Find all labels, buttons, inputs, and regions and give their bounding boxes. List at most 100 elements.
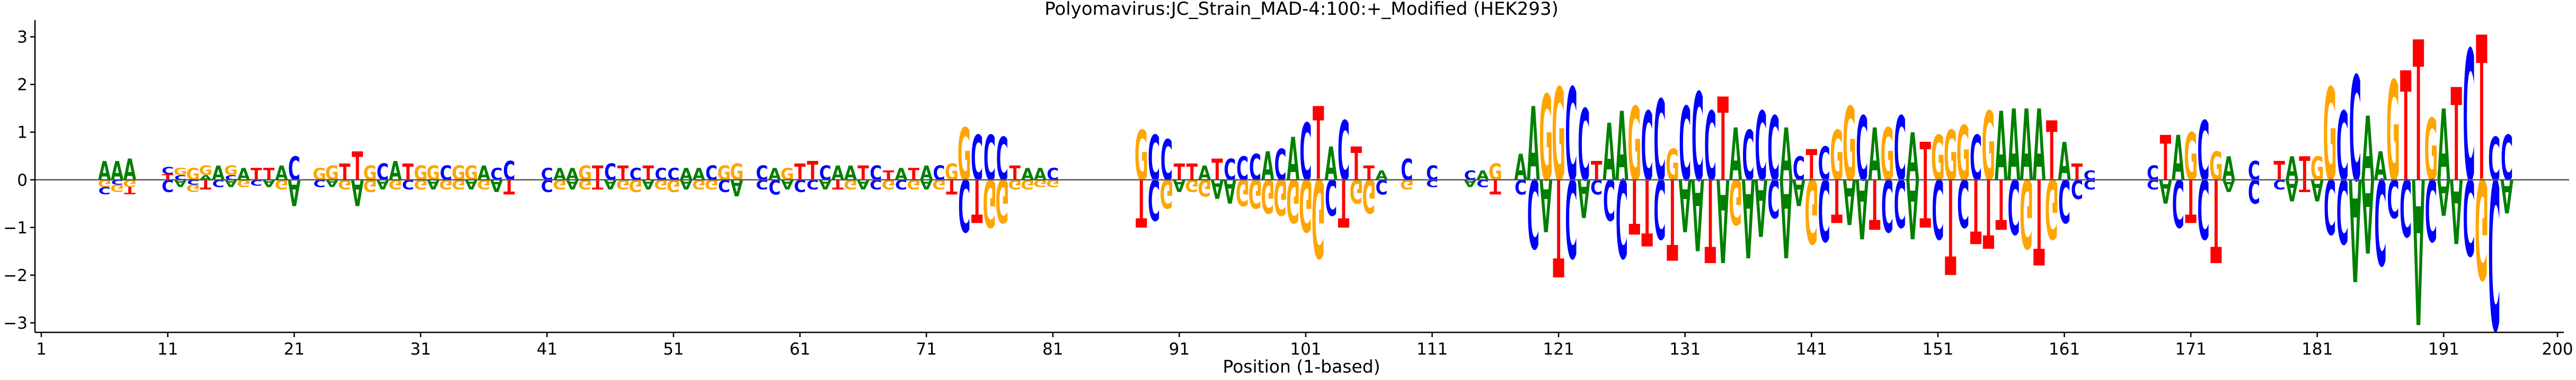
svg-text:A: A bbox=[768, 165, 781, 184]
logo-letter-G: G bbox=[1236, 171, 1250, 212]
logo-letter-G: G bbox=[1666, 141, 1679, 190]
svg-text:A: A bbox=[2172, 123, 2184, 195]
logo-letter-G: G bbox=[313, 165, 326, 184]
svg-text:G: G bbox=[199, 163, 213, 178]
logo-letter-G: G bbox=[995, 166, 1009, 234]
logo-letter-A: A bbox=[98, 156, 111, 186]
logo-letter-C: C bbox=[1590, 175, 1603, 197]
svg-text:T: T bbox=[339, 159, 351, 185]
svg-text:C: C bbox=[377, 159, 389, 185]
svg-text:C: C bbox=[1299, 108, 1312, 199]
svg-text:T: T bbox=[794, 159, 806, 185]
x-tick-label: 171 bbox=[2175, 340, 2207, 359]
svg-text:G: G bbox=[705, 177, 719, 192]
svg-text:C: C bbox=[1565, 154, 1577, 279]
svg-text:G: G bbox=[1135, 116, 1148, 196]
svg-text:T: T bbox=[2160, 123, 2172, 195]
logo-letter-T: T bbox=[200, 177, 211, 192]
svg-text:T: T bbox=[2185, 166, 2197, 234]
logo-letter-C: C bbox=[604, 159, 616, 185]
svg-text:G: G bbox=[1312, 154, 1325, 279]
svg-text:T: T bbox=[1313, 87, 1324, 204]
logo-letter-G: G bbox=[363, 176, 377, 195]
svg-text:A: A bbox=[427, 177, 439, 192]
logo-letter-C: C bbox=[1653, 78, 1666, 206]
logo-letter-A: A bbox=[1995, 93, 2007, 203]
svg-text:C: C bbox=[2349, 47, 2361, 214]
logo-letter-C: C bbox=[541, 176, 553, 195]
logo-letter-C: C bbox=[1148, 166, 1160, 231]
logo-letter-T: T bbox=[503, 175, 515, 197]
logo-letter-T: T bbox=[1831, 166, 1843, 234]
logo-letter-G: G bbox=[983, 164, 997, 240]
svg-text:G: G bbox=[275, 177, 288, 192]
logo-letter-A: A bbox=[1603, 108, 1615, 199]
logo-letter-A: A bbox=[1034, 165, 1047, 184]
logo-letter-T: T bbox=[2299, 176, 2311, 195]
svg-text:G: G bbox=[1981, 93, 1995, 203]
logo-letter-C: C bbox=[2336, 158, 2349, 260]
logo-letter-T: T bbox=[339, 159, 351, 185]
svg-text:G: G bbox=[427, 162, 440, 185]
svg-text:A: A bbox=[1755, 161, 1767, 252]
svg-text:A: A bbox=[2437, 168, 2450, 224]
svg-text:C: C bbox=[1325, 168, 1337, 224]
logo-letter-T: T bbox=[1919, 164, 1931, 240]
logo-letter-A: A bbox=[1780, 114, 1792, 197]
svg-text:G: G bbox=[578, 177, 592, 192]
svg-text:A: A bbox=[1729, 114, 1742, 197]
svg-text:C: C bbox=[503, 156, 515, 186]
svg-text:C: C bbox=[288, 150, 300, 188]
svg-text:A: A bbox=[2058, 132, 2070, 193]
logo-letter-C: C bbox=[402, 177, 414, 192]
svg-text:A: A bbox=[2437, 90, 2450, 204]
logo-letter-C: C bbox=[2147, 177, 2159, 192]
svg-text:C: C bbox=[1401, 152, 1413, 187]
svg-text:A: A bbox=[604, 177, 616, 192]
logo-letter-A: A bbox=[680, 165, 693, 184]
logo-letter-A: A bbox=[2007, 90, 2020, 204]
svg-text:T: T bbox=[1919, 164, 1931, 240]
svg-text:C: C bbox=[1590, 175, 1603, 197]
svg-text:T: T bbox=[2413, 1, 2424, 225]
logo-letter-G: G bbox=[1539, 71, 1553, 208]
logo-letter-C: C bbox=[1224, 152, 1236, 187]
svg-text:A: A bbox=[1198, 162, 1211, 185]
svg-text:T: T bbox=[1806, 141, 1818, 190]
svg-text:G: G bbox=[781, 165, 794, 184]
logo-letter-A: A bbox=[1906, 120, 1919, 196]
svg-text:C: C bbox=[1603, 166, 1615, 231]
logo-letter-T: T bbox=[1705, 152, 1716, 285]
logo-letter-C: C bbox=[984, 123, 996, 195]
svg-text:G: G bbox=[1830, 116, 1844, 196]
x-tick-label: 151 bbox=[1922, 340, 1953, 359]
svg-text:G: G bbox=[388, 177, 402, 192]
svg-text:G: G bbox=[414, 162, 428, 185]
logo-letter-A: A bbox=[781, 177, 793, 192]
svg-text:A: A bbox=[275, 162, 288, 185]
logo-letter-A: A bbox=[1539, 162, 1552, 246]
svg-text:G: G bbox=[958, 114, 971, 197]
x-tick-label: 181 bbox=[2301, 340, 2333, 359]
svg-text:C: C bbox=[1692, 69, 1704, 209]
logo-letter-A: A bbox=[1780, 154, 1792, 279]
logo-letter-G: G bbox=[945, 159, 959, 185]
svg-text:T: T bbox=[124, 184, 136, 196]
svg-text:C: C bbox=[984, 123, 996, 195]
y-axis: −3 −2 −1 0 1 2 3 bbox=[3, 20, 36, 333]
svg-text:C: C bbox=[1742, 116, 1754, 196]
logo-letter-C: C bbox=[1578, 90, 1590, 204]
logo-letter-C: C bbox=[2197, 160, 2209, 255]
svg-text:C: C bbox=[2463, 155, 2475, 276]
logo-letter-G: G bbox=[578, 162, 592, 185]
logo-letter-A: A bbox=[604, 177, 616, 192]
logo-letter-A: A bbox=[1755, 161, 1767, 252]
logo-letter-G: G bbox=[1198, 174, 1211, 201]
svg-text:C: C bbox=[1767, 167, 1780, 228]
logo-letter-T: T bbox=[1869, 163, 1880, 243]
logo-letter-T: T bbox=[2160, 123, 2172, 195]
y-tick-label: 2 bbox=[17, 76, 28, 95]
logo-letter-G: G bbox=[1400, 177, 1414, 192]
logo-letter-G: G bbox=[717, 162, 731, 185]
logo-letter-A: A bbox=[212, 162, 225, 185]
